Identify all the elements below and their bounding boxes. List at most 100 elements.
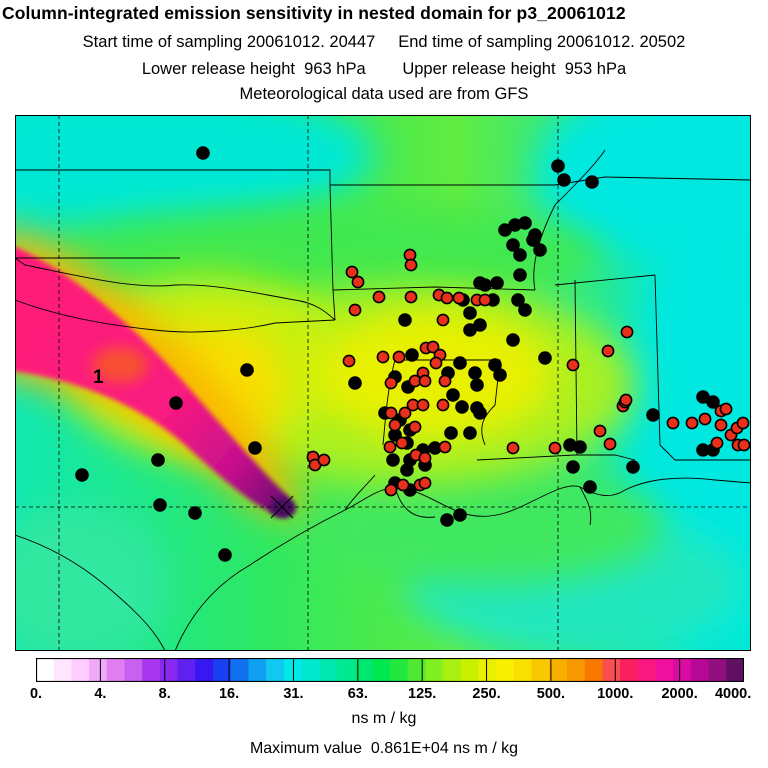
colorbar-tick-label: 8. (158, 686, 171, 702)
station-dot-black (513, 248, 527, 262)
station-dot-red (418, 374, 432, 388)
station-dot-red (666, 416, 680, 430)
colorbar-units: ns m / kg (351, 710, 417, 727)
station-dot-red (351, 275, 365, 289)
colorbar-cells (36, 658, 744, 682)
maximum-value-label: Maximum value 0.861E+04 ns m / kg (249, 740, 519, 757)
station-dot-red (737, 438, 751, 452)
station-dot-red (383, 440, 397, 454)
release-point-marker (270, 495, 294, 519)
station-dot-black (169, 396, 183, 410)
colorbar-cell (549, 658, 568, 682)
station-dot-black (585, 175, 599, 189)
station-dot-black (405, 348, 419, 362)
colorbar (36, 658, 744, 682)
colorbar-cell (443, 658, 462, 682)
station-dot-black (444, 426, 458, 440)
colorbar-cell (655, 658, 674, 682)
colorbar-cell (336, 658, 356, 682)
station-dot-red (719, 402, 733, 416)
station-dot-black (551, 159, 565, 173)
colorbar-cell (248, 658, 267, 682)
colorbar-cell (407, 658, 426, 682)
end-time-label: End time of sampling 20061012. 20502 (398, 33, 686, 51)
station-dot-black (453, 356, 467, 370)
station-dot-red (548, 441, 562, 455)
station-dot-red (593, 424, 607, 438)
station-dot-black (196, 146, 210, 160)
colorbar-cell (283, 658, 303, 682)
station-dot-red (685, 416, 699, 430)
station-dot-black (400, 463, 414, 477)
station-dot-black (463, 426, 477, 440)
station-dot-black (468, 366, 482, 380)
colorbar-cell (513, 658, 533, 682)
colorbar-tick-label: 0. (29, 686, 43, 702)
station-dot-black (470, 378, 484, 392)
colorbar-cell (602, 658, 621, 682)
station-dot-black (566, 460, 580, 474)
station-dot-black (240, 363, 254, 377)
station-dot-red (317, 453, 331, 467)
colorbar-cell (195, 658, 214, 682)
station-dot-red (438, 440, 452, 454)
colorbar-cell (301, 658, 320, 682)
colorbar-tick-label: 2000. (661, 686, 698, 702)
colorbar-cell (584, 658, 603, 682)
colorbar-cell (71, 658, 90, 682)
station-dot-black (513, 268, 527, 282)
colorbar-cell (567, 658, 586, 682)
station-dot-red (736, 416, 750, 430)
station-dot-black (428, 441, 442, 455)
colorbar-tick-label: 31. (283, 686, 304, 702)
station-dot-black (538, 351, 552, 365)
station-dot-red (418, 451, 432, 465)
colorbar-cell (266, 658, 285, 682)
station-dot-red (408, 420, 422, 434)
met-data-label: Meteorological data used are from GFS (239, 85, 529, 103)
station-dot-red (345, 265, 359, 279)
station-dot-black (573, 440, 587, 454)
station-dot-red (384, 406, 398, 420)
colorbar-cell (460, 658, 480, 682)
plot-title: Column-integrated emission sensitivity i… (2, 3, 626, 23)
station-dot-red (404, 258, 418, 272)
station-dot-black (696, 443, 710, 457)
station-dot-black (506, 238, 520, 252)
station-dot-red (348, 303, 362, 317)
station-dot-red (436, 313, 450, 327)
gridlines (15, 115, 751, 651)
colorbar-cell (531, 658, 550, 682)
station-dot-black (626, 460, 640, 474)
station-dot-red (714, 418, 728, 432)
station-dot-black (518, 216, 532, 230)
station-dot-black (75, 468, 89, 482)
station-dot-black (478, 278, 492, 292)
station-dot-red (478, 293, 492, 307)
station-dot-red (398, 406, 412, 420)
colorbar-tick-label: 4. (94, 686, 107, 702)
colorbar-frame (36, 658, 744, 682)
station-dot-black (533, 243, 547, 257)
station-dot-black (440, 513, 454, 527)
colorbar-cell (726, 658, 744, 682)
station-dot-red (388, 418, 402, 432)
colorbar-cell (708, 658, 727, 682)
station-dot-red (566, 358, 580, 372)
colorbar-cell (142, 658, 161, 682)
station-dot-black (706, 395, 720, 409)
colorbar-tick-label: 1000. (597, 686, 634, 702)
colorbar-cell (319, 658, 338, 682)
colorbar-tick-label: 16. (218, 686, 240, 702)
station-dot-red (698, 412, 712, 426)
lower-release-label: Lower release height 963 hPa (141, 60, 366, 78)
colorbar-cell (230, 658, 249, 682)
station-dot-red (396, 478, 410, 492)
station-dot-red (506, 441, 520, 455)
colorbar-cell (425, 658, 444, 682)
station-dot-black (446, 388, 460, 402)
station-dot-red (384, 376, 398, 390)
station-dot-red (426, 340, 440, 354)
station-dots-red (306, 248, 751, 497)
station-dot-red (620, 325, 634, 339)
